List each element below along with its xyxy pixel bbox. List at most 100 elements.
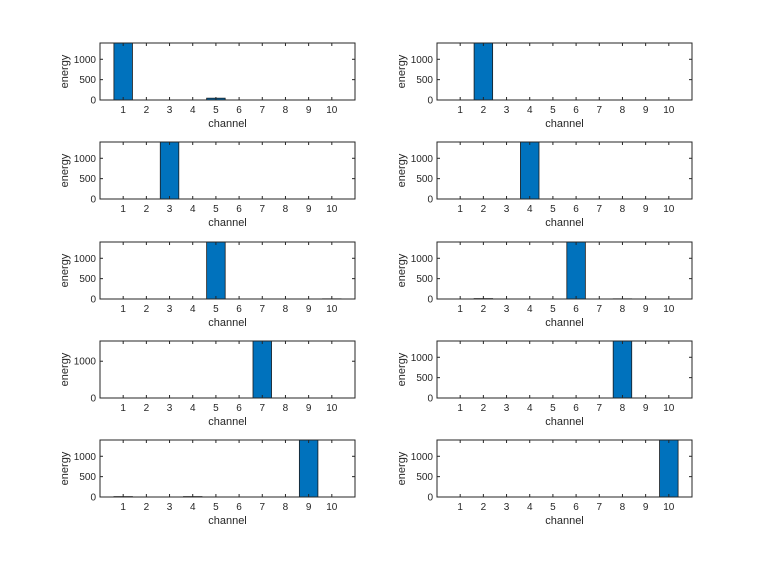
chart-1-xtick-label-2: 2 [144, 105, 150, 116]
chart-7-xtick-label-8: 8 [283, 403, 289, 414]
chart-8-xlabel: channel [545, 416, 584, 428]
chart-8-xtick-label-6: 6 [573, 403, 579, 414]
chart-9-ytick-label-1000: 1000 [74, 452, 97, 463]
chart-3-axes [99, 141, 356, 200]
chart-10-xtick-label-10: 10 [663, 502, 675, 513]
chart-8-xtick-label-3: 3 [504, 403, 510, 414]
chart-3-xtick-label-2: 2 [144, 204, 150, 215]
chart-7-xtick-label-6: 6 [236, 403, 242, 414]
chart-9-bar-9 [298, 439, 319, 498]
chart-3-xtick-label-6: 6 [236, 204, 242, 215]
chart-3-axes-outline [99, 141, 356, 200]
chart-10-xtick-label-4: 4 [527, 502, 533, 513]
chart-2-xtick-label-7: 7 [596, 105, 602, 116]
chart-4-ytick-label-500: 500 [416, 174, 433, 185]
chart-6-bar-6 [566, 241, 586, 300]
chart-4-ytick-label-1000: 1000 [411, 154, 434, 165]
chart-9-xtick-label-8: 8 [283, 502, 289, 513]
chart-2-xtick-label-3: 3 [504, 105, 510, 116]
chart-6-xtick-label-7: 7 [596, 304, 602, 315]
chart-7-xtick-label-2: 2 [144, 403, 150, 414]
chart-4-xlabel: channel [545, 217, 584, 229]
chart-2-xtick-label-4: 4 [527, 105, 533, 116]
chart-4-xtick-label-9: 9 [643, 204, 649, 215]
chart-6-ylabel: energy [396, 253, 408, 287]
chart-6-xtick-label-2: 2 [481, 304, 487, 315]
chart-5-bar-5 [206, 241, 226, 300]
chart-2-xtick-label-5: 5 [550, 105, 556, 116]
chart-4-xtick-label-3: 3 [504, 204, 510, 215]
chart-9-axes-outline [99, 439, 356, 498]
chart-2-bar-2 [473, 42, 494, 101]
chart-3-ylabel: energy [59, 153, 71, 187]
chart-8-ylabel: energy [396, 352, 408, 386]
chart-7-xtick-label-9: 9 [306, 403, 312, 414]
chart-2-ylabel: energy [396, 54, 408, 88]
chart-8-xtick-label-8: 8 [620, 403, 626, 414]
chart-6-xtick-label-1: 1 [457, 304, 463, 315]
chart-6-xlabel: channel [545, 317, 584, 329]
chart-10-xtick-label-7: 7 [596, 502, 602, 513]
chart-8-ytick-label-0: 0 [427, 394, 433, 405]
chart-7-xtick-label-7: 7 [259, 403, 265, 414]
chart-10-ytick-label-500: 500 [416, 472, 433, 483]
chart-8-ytick-label-500: 500 [416, 373, 433, 384]
chart-7-ytick-label-1000: 1000 [74, 357, 97, 368]
chart-6-axes [436, 241, 693, 300]
chart-3-ytick-label-1000: 1000 [74, 154, 97, 165]
chart-3-ytick-label-0: 0 [90, 195, 96, 206]
chart-10-ylabel: energy [396, 451, 408, 485]
chart-4-xtick-label-10: 10 [663, 204, 675, 215]
chart-5-xtick-label-10: 10 [326, 304, 338, 315]
chart-10-xtick-label-1: 1 [457, 502, 463, 513]
chart-1-ylabel: energy [59, 54, 71, 88]
chart-8-xtick-label-5: 5 [550, 403, 556, 414]
chart-3-xlabel: channel [208, 217, 247, 229]
chart-1-ytick-label-0: 0 [90, 96, 96, 107]
chart-1-xtick-label-1: 1 [120, 105, 126, 116]
chart-4-axes-outline [436, 141, 693, 200]
chart-1-xtick-label-7: 7 [259, 105, 265, 116]
chart-4-xtick-label-5: 5 [550, 204, 556, 215]
chart-2-xtick-label-2: 2 [481, 105, 487, 116]
chart-5-ytick-label-0: 0 [90, 295, 96, 306]
chart-9-ytick-label-0: 0 [90, 493, 96, 504]
chart-10-xtick-label-8: 8 [620, 502, 626, 513]
chart-5-xtick-label-4: 4 [190, 304, 196, 315]
chart-2-xtick-label-6: 6 [573, 105, 579, 116]
chart-5-xtick-label-6: 6 [236, 304, 242, 315]
chart-7-xlabel: channel [208, 416, 247, 428]
chart-7-xtick-label-3: 3 [167, 403, 173, 414]
chart-1-xtick-label-3: 3 [167, 105, 173, 116]
chart-1-ytick-label-1000: 1000 [74, 55, 97, 66]
chart-2-xtick-label-8: 8 [620, 105, 626, 116]
chart-4-xtick-label-2: 2 [481, 204, 487, 215]
chart-3-xtick-label-7: 7 [259, 204, 265, 215]
chart-4-ytick-label-0: 0 [427, 195, 433, 206]
chart-3-bar-3 [159, 141, 180, 200]
chart-7-axes-outline [99, 340, 356, 399]
chart-7-xtick-label-1: 1 [120, 403, 126, 414]
chart-7-xtick-label-5: 5 [213, 403, 219, 414]
chart-8-bar-8 [612, 340, 633, 399]
chart-3-xtick-label-1: 1 [120, 204, 126, 215]
chart-9-ytick-label-500: 500 [79, 472, 96, 483]
chart-5-ylabel: energy [59, 253, 71, 287]
chart-6-axes-outline [436, 241, 693, 300]
chart-5-xtick-label-1: 1 [120, 304, 126, 315]
chart-9-xlabel: channel [208, 515, 247, 527]
chart-4-ylabel: energy [396, 153, 408, 187]
chart-10-bar-10 [659, 439, 679, 498]
chart-6-ytick-label-500: 500 [416, 274, 433, 285]
chart-3-xtick-label-3: 3 [167, 204, 173, 215]
chart-5-xlabel: channel [208, 317, 247, 329]
chart-6-xtick-label-5: 5 [550, 304, 556, 315]
chart-3-xtick-label-10: 10 [326, 204, 338, 215]
chart-1-axes [99, 42, 356, 101]
chart-8-xtick-label-10: 10 [663, 403, 675, 414]
chart-10-xtick-label-3: 3 [504, 502, 510, 513]
chart-2-ytick-label-0: 0 [427, 96, 433, 107]
chart-3-xtick-label-5: 5 [213, 204, 219, 215]
chart-2-xtick-label-1: 1 [457, 105, 463, 116]
chart-6-xtick-label-9: 9 [643, 304, 649, 315]
